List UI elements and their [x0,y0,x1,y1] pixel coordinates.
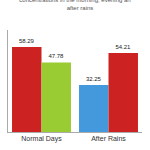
svg-text:32.25: 32.25 [86,76,102,82]
svg-text:After Rains: After Rains [91,135,126,142]
svg-text:47.78: 47.78 [48,53,64,59]
svg-text:concentrations in the morning,: concentrations in the morning, evening a… [19,0,130,11]
svg-text:Normal Days: Normal Days [21,135,62,143]
svg-text:54.21: 54.21 [115,44,131,50]
svg-text:58.29: 58.29 [19,38,35,44]
